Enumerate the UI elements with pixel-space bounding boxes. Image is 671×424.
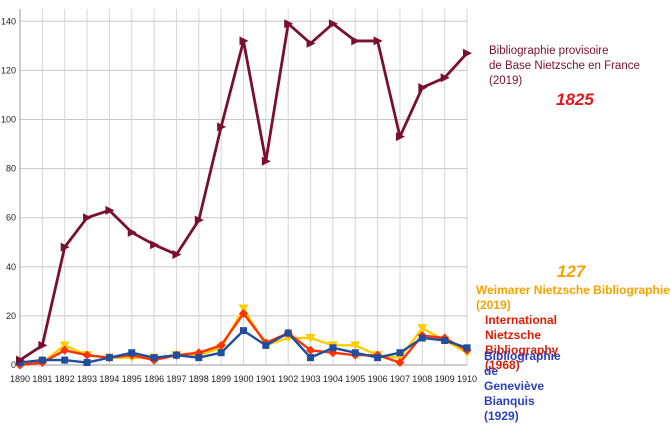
data-point xyxy=(61,356,69,364)
legend-entry-base-nietzsche: Bibliographie provisoire de Base Nietzsc… xyxy=(489,44,669,109)
data-point xyxy=(239,308,248,318)
y-tick-label: 40 xyxy=(6,262,16,272)
data-point xyxy=(194,215,204,225)
x-tick-label: 1896 xyxy=(144,374,164,384)
data-point xyxy=(217,122,227,132)
x-tick-label: 1899 xyxy=(211,374,231,384)
x-tick-label: 1901 xyxy=(256,374,276,384)
data-point xyxy=(127,227,137,237)
data-point xyxy=(306,345,316,355)
data-point xyxy=(395,132,405,142)
data-point xyxy=(83,213,93,223)
data-point xyxy=(172,351,180,359)
x-tick-label: 1907 xyxy=(390,374,410,384)
data-point xyxy=(463,344,471,352)
legend-label: International Nietzsche Bibliography (19… xyxy=(485,313,559,372)
data-point xyxy=(83,359,91,367)
data-point xyxy=(329,344,337,352)
x-tick-label: 1909 xyxy=(435,374,455,384)
data-point xyxy=(105,205,115,215)
chart-grid xyxy=(19,9,468,366)
data-point xyxy=(305,333,316,343)
x-tick-label: 1904 xyxy=(323,374,343,384)
data-point xyxy=(60,242,70,252)
series-group xyxy=(16,327,471,367)
data-point xyxy=(307,354,315,362)
x-tick-label: 1910 xyxy=(457,374,477,384)
chart-series xyxy=(15,19,472,370)
x-tick-label: 1898 xyxy=(189,374,209,384)
data-point xyxy=(418,83,428,93)
x-tick-label: 1890 xyxy=(10,374,30,384)
data-point xyxy=(418,334,426,342)
data-point xyxy=(195,354,203,362)
data-point xyxy=(284,329,292,337)
data-point xyxy=(82,350,92,360)
data-point xyxy=(38,356,46,364)
data-point xyxy=(16,355,25,365)
y-tick-label: 0 xyxy=(11,360,16,370)
data-point xyxy=(306,38,316,48)
legend-label: Bibliographie provisoire de Base Nietzsc… xyxy=(489,45,640,87)
legend-total: 1825 xyxy=(556,90,594,109)
legend-total: 127 xyxy=(557,262,586,281)
data-point xyxy=(59,341,70,350)
data-point xyxy=(128,349,136,357)
data-point xyxy=(216,340,226,350)
data-point xyxy=(463,48,472,58)
y-tick-label: 140 xyxy=(1,16,16,26)
data-point xyxy=(374,354,382,362)
x-tick-label: 1905 xyxy=(345,374,365,384)
data-point xyxy=(38,340,48,350)
data-point xyxy=(261,156,271,166)
data-point xyxy=(60,345,70,355)
x-tick-label: 1900 xyxy=(233,374,253,384)
data-point xyxy=(440,73,450,83)
data-point xyxy=(105,354,113,362)
series-group xyxy=(16,19,472,365)
x-tick-label: 1893 xyxy=(77,374,97,384)
data-point xyxy=(150,354,158,362)
legend-entry-international: International Nietzsche Bibliography (19… xyxy=(485,313,558,373)
data-point xyxy=(150,240,160,250)
legend-entry-bianquis: Bibliographie de Geneviève Bianquis (192… xyxy=(484,349,561,424)
data-point xyxy=(350,341,361,350)
data-point xyxy=(239,36,249,46)
y-tick-label: 80 xyxy=(6,164,16,174)
data-point xyxy=(284,19,294,29)
legend-label: Weimarer Nietzsche Bibliographie (2019) xyxy=(476,283,670,312)
data-point xyxy=(351,36,361,46)
data-point xyxy=(417,324,428,333)
data-point xyxy=(240,327,247,335)
data-point xyxy=(262,341,270,349)
data-point xyxy=(441,336,449,344)
x-tick-label: 1902 xyxy=(278,374,298,384)
data-point xyxy=(351,349,359,357)
x-tick-label: 1897 xyxy=(166,374,186,384)
data-point xyxy=(373,36,383,46)
data-point xyxy=(217,349,225,357)
x-tick-label: 1903 xyxy=(301,374,321,384)
y-tick-label: 60 xyxy=(6,213,16,223)
x-tick-label: 1906 xyxy=(368,374,388,384)
legend-label: Bibliographie de Geneviève Bianquis (192… xyxy=(484,349,561,423)
data-point xyxy=(395,358,405,368)
data-point xyxy=(172,250,182,260)
data-point xyxy=(328,19,338,29)
x-tick-label: 1891 xyxy=(32,374,52,384)
y-tick-label: 20 xyxy=(6,311,16,321)
data-point xyxy=(238,304,249,314)
data-point xyxy=(396,349,404,357)
x-tick-label: 1894 xyxy=(99,374,119,384)
y-tick-label: 120 xyxy=(1,65,16,75)
x-tick-label: 1908 xyxy=(412,374,432,384)
x-tick-label: 1895 xyxy=(122,374,142,384)
y-tick-label: 100 xyxy=(1,114,16,124)
x-tick-label: 1892 xyxy=(55,374,75,384)
